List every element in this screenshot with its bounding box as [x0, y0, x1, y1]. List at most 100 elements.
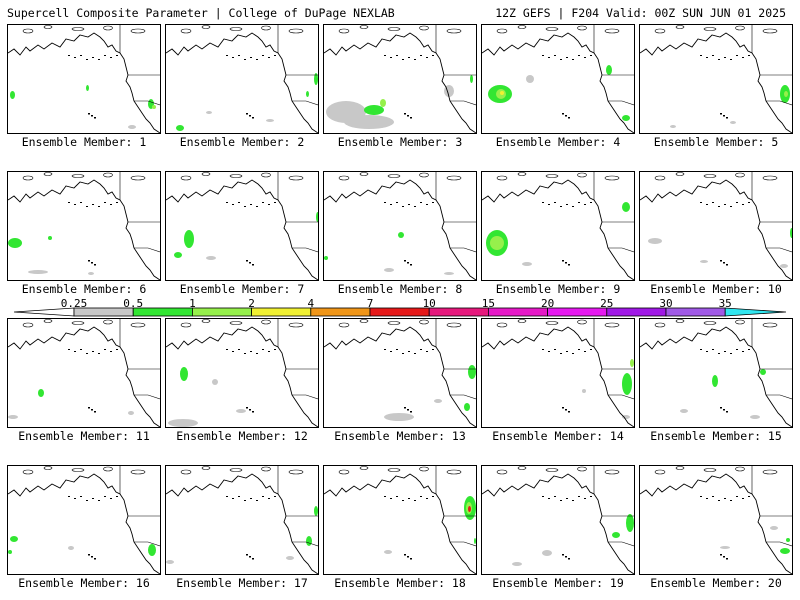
scp-shading	[28, 270, 48, 274]
aleutian-island	[426, 498, 428, 499]
coastline	[324, 326, 476, 427]
member-map-panel[interactable]	[481, 171, 635, 281]
aleutian-island	[542, 55, 544, 56]
aleutian-island	[256, 206, 258, 207]
scp-shading	[474, 538, 476, 544]
member-map-panel[interactable]	[165, 171, 319, 281]
arctic-island	[703, 321, 717, 325]
member-map-panel[interactable]	[165, 24, 319, 134]
political-border	[292, 100, 318, 106]
arctic-island	[359, 25, 369, 29]
aleutian-island	[98, 353, 100, 354]
scp-shading	[470, 75, 473, 83]
member-map-panel[interactable]	[7, 318, 161, 428]
arctic-island	[703, 27, 717, 31]
political-border	[766, 394, 792, 400]
coastline	[166, 179, 318, 280]
arctic-island	[261, 25, 271, 31]
member-map-panel[interactable]	[639, 171, 793, 281]
arctic-island	[675, 25, 685, 29]
member-label: Ensemble Member: 18	[334, 576, 466, 590]
aleutian-island	[706, 204, 708, 205]
scale-tick-label: 1	[189, 297, 196, 310]
political-border	[450, 247, 476, 253]
member-map-panel[interactable]	[639, 465, 793, 575]
member-map	[324, 25, 476, 133]
member-map-panel[interactable]	[481, 318, 635, 428]
member-map-panel[interactable]	[7, 24, 161, 134]
scp-shading	[680, 409, 688, 413]
arctic-island	[338, 322, 350, 328]
aleutian-island	[578, 349, 580, 350]
aleutian-island	[232, 57, 234, 58]
aleutian-island	[736, 202, 738, 203]
arctic-island	[517, 25, 527, 29]
hawaii-island	[404, 407, 406, 409]
member-map-panel[interactable]	[7, 465, 161, 575]
aleutian-island	[110, 351, 112, 352]
member-label: Ensemble Member: 19	[492, 576, 624, 590]
member-map-panel[interactable]	[7, 171, 161, 281]
aleutian-island	[238, 349, 240, 350]
aleutian-island	[572, 500, 574, 501]
aleutian-island	[74, 351, 76, 352]
hawaii-island	[404, 113, 406, 115]
hawaii-island	[252, 264, 254, 266]
member-map-panel[interactable]	[639, 24, 793, 134]
member-map-panel[interactable]	[323, 24, 477, 134]
aleutian-island	[718, 500, 720, 501]
aleutian-island	[420, 202, 422, 203]
arctic-island	[130, 322, 146, 328]
arctic-island	[654, 469, 666, 475]
member-map-panel[interactable]	[165, 465, 319, 575]
scp-shading	[68, 546, 74, 550]
coastline	[482, 473, 634, 574]
aleutian-island	[554, 202, 556, 203]
arctic-island	[577, 25, 587, 31]
political-border	[292, 541, 318, 547]
aleutian-island	[584, 204, 586, 205]
aleutian-island	[718, 353, 720, 354]
aleutian-island	[414, 59, 416, 60]
aleutian-island	[420, 349, 422, 350]
member-map-panel[interactable]	[481, 24, 635, 134]
member-map-panel[interactable]	[165, 318, 319, 428]
aleutian-island	[268, 351, 270, 352]
member-map-panel[interactable]	[323, 465, 477, 575]
aleutian-island	[384, 202, 386, 203]
hawaii-island	[726, 264, 728, 266]
arctic-island	[545, 174, 559, 178]
scp-shading	[526, 75, 534, 83]
scale-tick-label: 0.25	[60, 297, 88, 310]
member-label: Ensemble Member: 10	[650, 282, 782, 296]
scale-tick-label: 4	[307, 297, 315, 310]
hawaii-island	[720, 113, 722, 115]
member-map-panel[interactable]	[639, 318, 793, 428]
arctic-island	[419, 172, 429, 178]
arctic-island	[387, 468, 401, 472]
arctic-island	[517, 319, 527, 323]
aleutian-island	[116, 202, 118, 203]
arctic-island	[71, 27, 85, 31]
hawaii-island	[94, 117, 96, 119]
political-border	[450, 394, 476, 400]
aleutian-island	[572, 59, 574, 60]
aleutian-island	[736, 496, 738, 497]
scp-shading	[622, 415, 630, 419]
hawaii-island	[249, 115, 251, 117]
aleutian-island	[396, 496, 398, 497]
arctic-island	[735, 319, 745, 325]
aleutian-island	[256, 353, 258, 354]
arctic-island	[43, 25, 53, 29]
aleutian-island	[432, 55, 434, 56]
arctic-island	[654, 322, 666, 328]
member-map-panel[interactable]	[323, 171, 477, 281]
arctic-island	[654, 28, 666, 34]
arctic-island	[338, 28, 350, 34]
arctic-island	[43, 319, 53, 323]
arctic-island	[762, 175, 778, 181]
aleutian-island	[250, 57, 252, 58]
member-map-panel[interactable]	[481, 465, 635, 575]
scale-tick-label: 20	[540, 297, 555, 310]
member-map-panel[interactable]	[323, 318, 477, 428]
